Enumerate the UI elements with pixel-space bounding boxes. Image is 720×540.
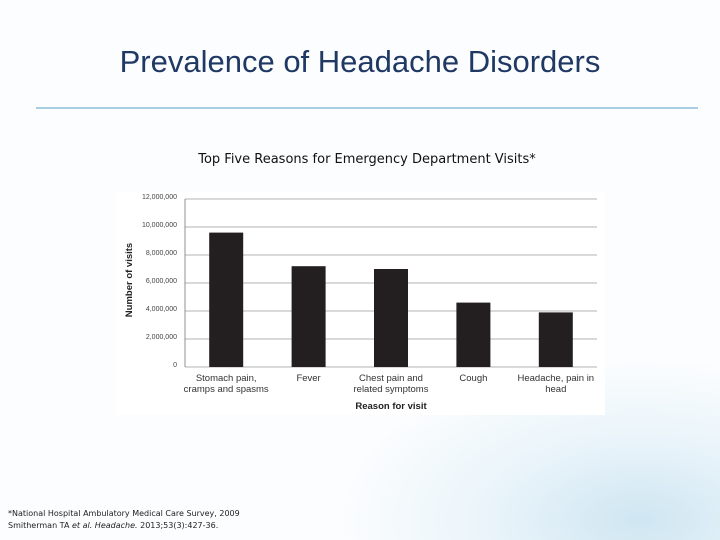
y-tick-label: 6,000,000	[145, 278, 177, 285]
bar	[456, 302, 491, 367]
title-rule	[36, 107, 698, 109]
y-tick-label: 2,000,000	[145, 334, 177, 341]
footnote-segment: Smitherman TA	[8, 521, 72, 530]
y-axis-label: Number of visits	[124, 243, 135, 317]
footnote: *National Hospital Ambulatory Medical Ca…	[8, 508, 240, 532]
chart-panel	[116, 192, 605, 415]
x-tick-label: Stomach pain, cramps and spasms	[183, 373, 269, 395]
bar	[209, 232, 244, 367]
x-tick-label: Chest pain and related symptoms	[353, 373, 429, 395]
footnote-line: *National Hospital Ambulatory Medical Ca…	[8, 509, 240, 518]
bar	[291, 266, 326, 367]
x-tick-label: Cough	[459, 373, 488, 384]
chart-title: Top Five Reasons for Emergency Departmen…	[198, 152, 536, 167]
bar	[538, 312, 573, 367]
footnote-segment: Headache.	[94, 521, 138, 530]
x-tick-label: Headache, pain in head	[517, 373, 595, 395]
y-tick-label: 0	[173, 362, 177, 369]
slide-title: Prevalence of Headache Disorders	[119, 44, 601, 79]
footnote-line: Smitherman TA et al. Headache. 2013;53(3…	[8, 520, 240, 532]
y-tick-label: 8,000,000	[145, 250, 177, 257]
x-axis-label: Reason for visit	[355, 401, 427, 412]
footnote-segment: et al.	[71, 521, 93, 530]
y-tick-label: 12,000,000	[141, 194, 177, 201]
bar	[374, 269, 408, 367]
y-tick-label: 4,000,000	[145, 306, 177, 313]
footnote-segment: 2013;53(3):427-36.	[137, 521, 219, 530]
x-tick-label: Fever	[296, 373, 321, 384]
y-tick-label: 10,000,000	[141, 222, 177, 229]
